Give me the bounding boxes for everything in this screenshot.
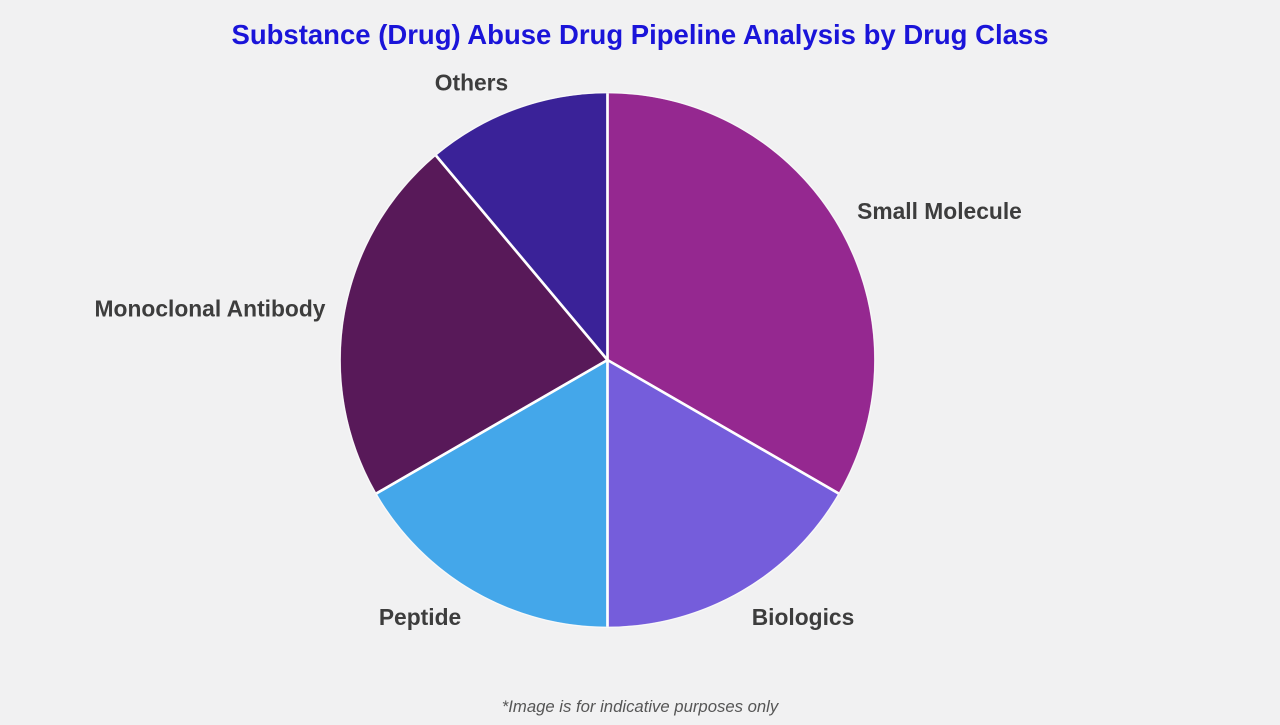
svg-text:Biologics: Biologics bbox=[752, 604, 855, 630]
svg-text:Others: Others bbox=[435, 70, 508, 96]
svg-text:*Image is for indicative purpo: *Image is for indicative purposes only bbox=[502, 697, 780, 716]
svg-text:Monoclonal Antibody: Monoclonal Antibody bbox=[95, 296, 326, 322]
svg-text:Small Molecule: Small Molecule bbox=[857, 198, 1022, 224]
svg-text:Substance (Drug) Abuse Drug Pi: Substance (Drug) Abuse Drug Pipeline Ana… bbox=[231, 19, 1048, 50]
svg-text:Peptide: Peptide bbox=[379, 604, 461, 630]
